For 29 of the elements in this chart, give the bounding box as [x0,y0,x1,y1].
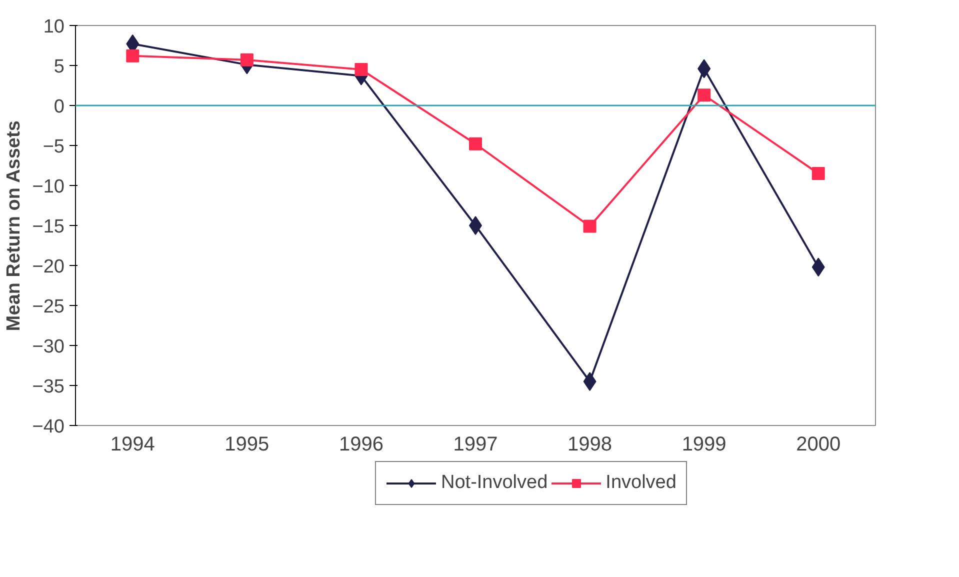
y-tick-label: −30 [32,336,65,358]
y-tick-label: −25 [32,296,65,318]
x-tick-label: 1998 [568,434,612,456]
point [812,167,825,180]
x-tick-label: 1995 [224,434,270,456]
point [126,49,140,62]
y-tick-label: −15 [32,216,65,238]
point [240,53,254,66]
legend-label: Not-Involved [441,472,548,494]
y-tick-label: −40 [32,416,65,438]
y-axis-title: Mean Return on Assets [3,120,24,332]
x-tick-label: 1999 [682,434,726,456]
x-tick-label: 1996 [338,434,384,456]
y-tick-label: −20 [32,256,65,278]
y-tick-label: −35 [32,376,65,398]
y-tick-label: −10 [32,176,65,198]
x-tick-label: 1997 [453,434,498,456]
y-tick-label: 10 [43,16,65,38]
y-tick-label: −5 [42,136,65,158]
point [354,63,368,76]
point [583,220,596,233]
x-tick-label: 2000 [796,434,841,456]
point [698,88,711,102]
point [469,137,482,150]
y-tick-label: 0 [54,96,65,118]
point [583,372,596,391]
legend-label: Involved [606,472,676,494]
y-tick-label: 5 [54,56,65,78]
x-tick-label: 1994 [110,434,155,456]
